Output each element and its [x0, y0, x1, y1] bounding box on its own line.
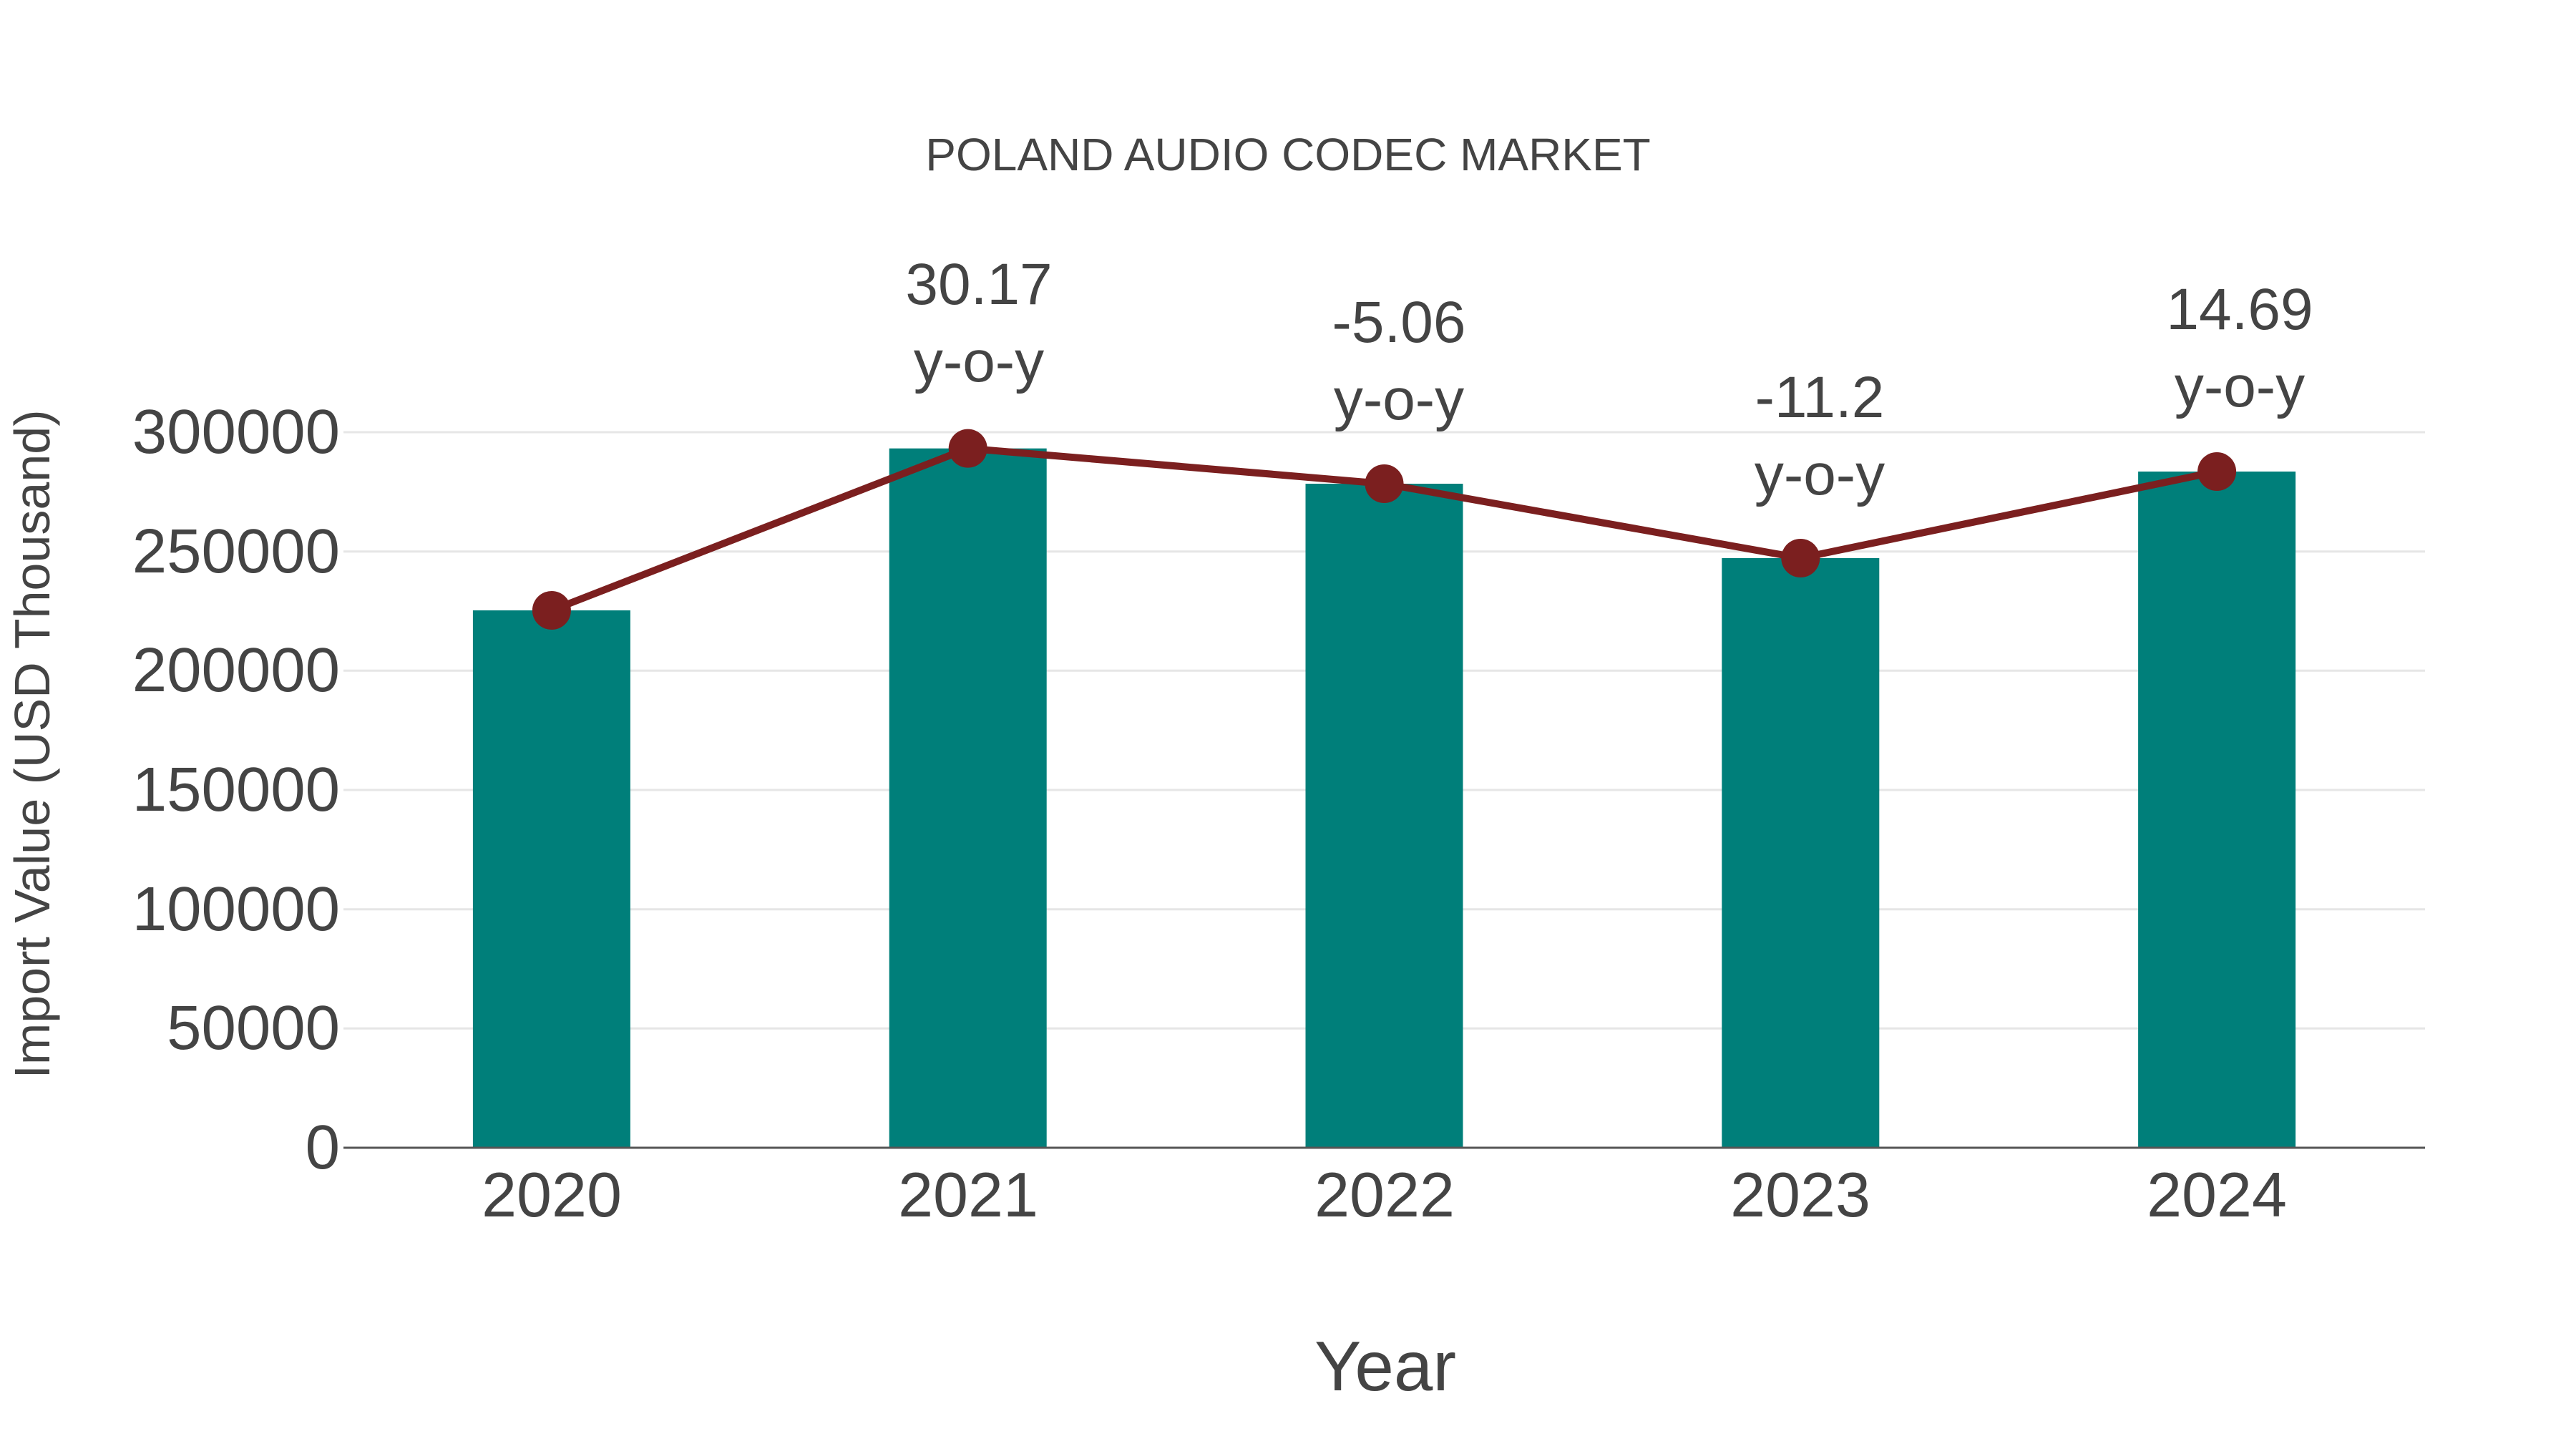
- x-tick-label: 2022: [1314, 1159, 1455, 1230]
- yoy-annotation-2021: 30.17 y-o-y: [905, 246, 1052, 401]
- bar-2021: [889, 448, 1047, 1148]
- marker-2023: [1781, 539, 1820, 577]
- yoy-value: -11.2: [1755, 365, 1885, 430]
- x-tick-label: 2020: [482, 1159, 622, 1230]
- yoy-annotation-2022: -5.06 y-o-y: [1332, 284, 1466, 439]
- yoy-suffix: y-o-y: [1333, 367, 1465, 432]
- marker-2020: [532, 591, 571, 630]
- yoy-value: -5.06: [1332, 290, 1466, 355]
- line-series: [532, 429, 2237, 630]
- marker-2024: [2197, 452, 2237, 491]
- y-axis-title: Import Value (USD Thousand): [4, 409, 60, 1079]
- yoy-suffix: y-o-y: [913, 329, 1045, 394]
- chart-title: POLAND AUDIO CODEC MARKET: [925, 129, 1651, 180]
- y-tick-label: 200000: [132, 635, 340, 706]
- bar-2023: [1722, 558, 1880, 1148]
- yoy-annotation-2023: -11.2 y-o-y: [1755, 359, 1885, 514]
- y-tick-label: 100000: [132, 874, 340, 944]
- bar-series: [472, 448, 2296, 1148]
- yoy-annotation-2024: 14.69 y-o-y: [2166, 271, 2313, 426]
- x-tick-label: 2024: [2147, 1159, 2287, 1230]
- yoy-suffix: y-o-y: [1754, 442, 1885, 507]
- y-tick-label: 250000: [132, 516, 340, 586]
- y-tick-label: 150000: [132, 755, 340, 824]
- yoy-suffix: y-o-y: [2174, 354, 2306, 419]
- x-tick-label: 2021: [898, 1159, 1038, 1230]
- y-tick-label: 50000: [167, 993, 340, 1063]
- y-tick-label: 0: [305, 1113, 340, 1182]
- x-tick-label: 2023: [1730, 1159, 1870, 1230]
- marker-2022: [1365, 464, 1404, 503]
- bar-2024: [2138, 472, 2296, 1148]
- bar-2020: [472, 610, 630, 1148]
- x-axis-title: Year: [1314, 1327, 1456, 1405]
- y-tick-label: 300000: [132, 397, 340, 467]
- marker-2021: [948, 429, 987, 468]
- yoy-value: 30.17: [905, 252, 1053, 317]
- yoy-value: 14.69: [2166, 277, 2313, 342]
- bar-2022: [1305, 484, 1463, 1148]
